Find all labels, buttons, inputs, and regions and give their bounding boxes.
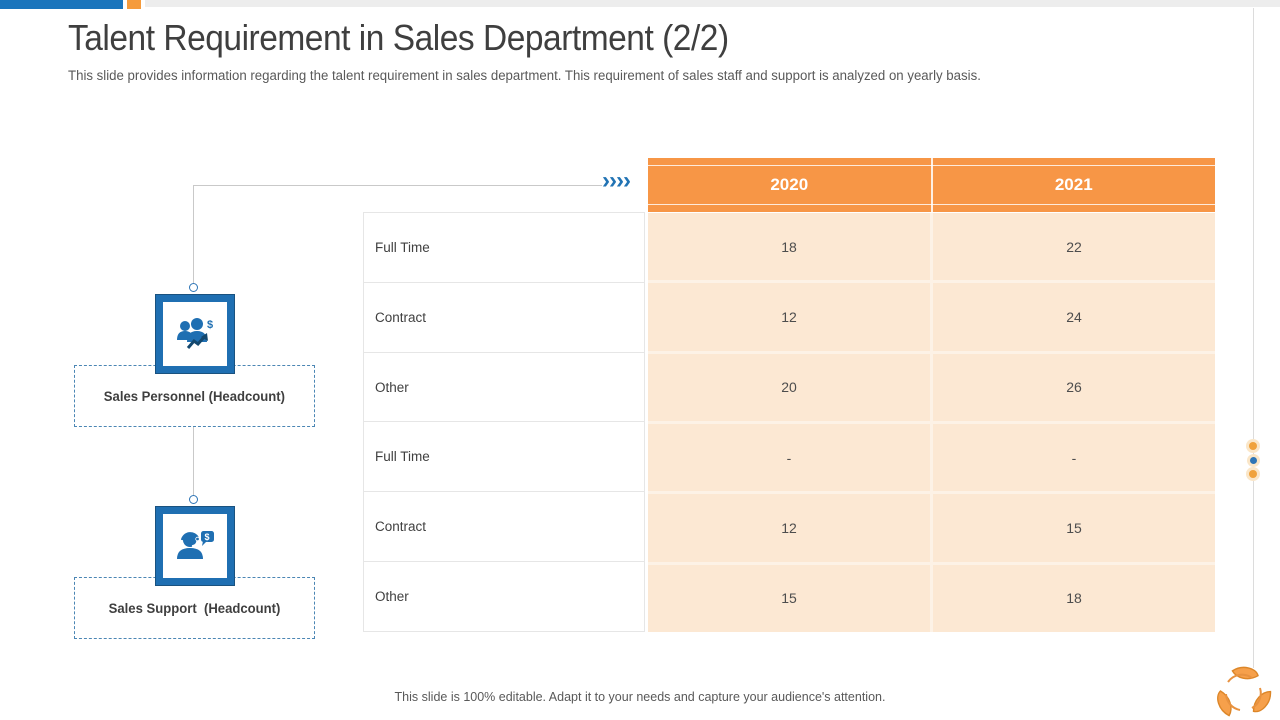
sales-support-icon-frame: $ (155, 506, 235, 586)
sales-personnel-icon: $ (156, 295, 234, 373)
table-row: - - (648, 423, 1215, 495)
sales-support-icon: $ (156, 507, 234, 585)
connector-horizontal-line (193, 185, 602, 186)
table-row: 15 18 (648, 564, 1215, 632)
deco-dot-blue (1250, 457, 1257, 464)
sales-personnel-icon-frame: $ (155, 294, 235, 374)
sales-personnel-label-box: Sales Personnel (Headcount) (74, 365, 315, 427)
sales-personnel-label: Sales Personnel (Headcount) (103, 388, 286, 404)
table-cell: 12 (781, 519, 797, 536)
deco-dot-orange-bottom (1249, 470, 1257, 478)
connector-vertical-line-middle (193, 426, 194, 495)
table-row-label: Contract (364, 283, 644, 353)
connector-node-circle-support (189, 495, 198, 504)
table-cell: - (930, 423, 1215, 492)
connector-node-circle-personnel (189, 283, 198, 292)
connector-vertical-line-top (193, 185, 194, 283)
table-cell: 22 (930, 213, 1215, 281)
svg-text:$: $ (205, 532, 210, 542)
table-header-2020: 2020 (770, 175, 809, 194)
footer-note: This slide is 100% editable. Adapt it to… (394, 690, 886, 704)
table-body: 18 22 12 24 20 26 - - 12 15 15 18 (648, 213, 1215, 632)
table-row: 18 22 (648, 213, 1215, 284)
table-cell: 20 (781, 379, 797, 396)
sales-support-label: Sales Support (Headcount) (108, 600, 281, 616)
table-cell: 18 (781, 238, 797, 255)
page-title: Talent Requirement in Sales Department (… (68, 17, 729, 58)
deco-dot-orange-top (1249, 442, 1257, 450)
svg-text:$: $ (207, 319, 213, 331)
table-label-column: Full Time Contract Other Full Time Contr… (363, 212, 645, 632)
table-cell: 12 (781, 308, 797, 325)
table-cell: 15 (781, 590, 797, 607)
table-cell: 15 (930, 494, 1215, 562)
table-cell: - (786, 449, 792, 466)
page-subtitle: This slide provides information regardin… (68, 68, 981, 83)
table-cell: 26 (930, 353, 1215, 421)
table-row-label: Other (375, 589, 409, 605)
table-cell: 24 (930, 283, 1215, 351)
top-bar-orange-square (127, 0, 141, 9)
sales-support-label-box: Sales Support (Headcount) (74, 577, 315, 639)
table-header-row: 2020 2021 (648, 158, 1215, 212)
table-row: 12 15 (648, 494, 1215, 565)
table-row: 12 24 (648, 283, 1215, 354)
table-row: 20 26 (648, 353, 1215, 424)
right-decorative-line (1253, 8, 1254, 668)
table-header-2021: 2021 (930, 158, 1216, 212)
table-row-label: Full Time (364, 422, 644, 493)
leaf-logo (1217, 666, 1272, 717)
top-bar-blue-segment (0, 0, 123, 9)
top-bar-gray-strip (145, 0, 1280, 7)
table-row-label: Full Time (364, 213, 644, 283)
table-row-label: Contract (364, 492, 644, 563)
chevron-arrows-icon: ›››› (602, 167, 631, 194)
table-cell: 18 (930, 564, 1215, 632)
table-row-label: Other (364, 353, 644, 423)
